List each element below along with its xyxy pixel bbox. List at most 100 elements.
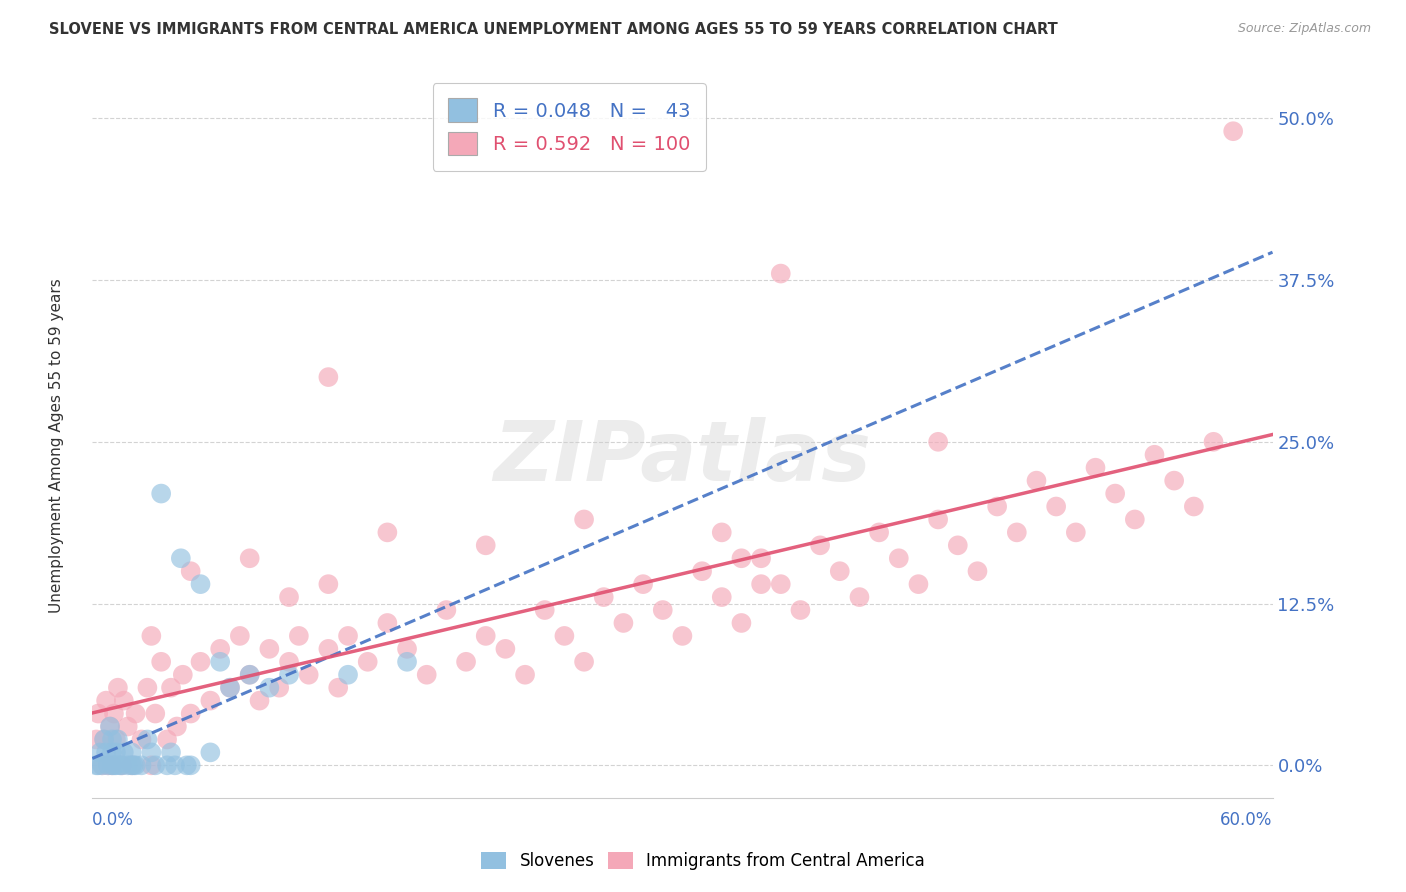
Point [89, 745, 111, 759]
Point [259, 641, 281, 656]
Point [209, 641, 232, 656]
Legend: R = 0.048   N =   43, R = 0.592   N = 100: R = 0.048 N = 43, R = 0.592 N = 100 [433, 83, 706, 171]
Point [190, 577, 212, 591]
Point [93, 732, 115, 747]
Point [1163, 474, 1185, 488]
Point [1025, 474, 1047, 488]
Point [1084, 460, 1107, 475]
Point [117, 719, 139, 733]
Point [690, 564, 713, 578]
Point [1104, 486, 1126, 500]
Point [91, 758, 114, 772]
Point [111, 758, 134, 772]
Point [1045, 500, 1067, 514]
Point [112, 693, 135, 707]
Point [141, 629, 163, 643]
Point [298, 667, 321, 681]
Point [101, 732, 124, 747]
Point [474, 538, 496, 552]
Point [631, 577, 654, 591]
Point [749, 551, 772, 566]
Point [927, 434, 949, 449]
Point [150, 486, 173, 500]
Text: 0.0%: 0.0% [93, 811, 134, 829]
Text: SLOVENE VS IMMIGRANTS FROM CENTRAL AMERICA UNEMPLOYMENT AMONG AGES 55 TO 59 YEAR: SLOVENE VS IMMIGRANTS FROM CENTRAL AMERI… [49, 22, 1057, 37]
Point [156, 758, 179, 772]
Point [209, 655, 232, 669]
Point [172, 667, 194, 681]
Point [84, 732, 107, 747]
Point [121, 745, 143, 759]
Point [337, 629, 360, 643]
Point [219, 681, 242, 695]
Point [651, 603, 673, 617]
Point [966, 564, 988, 578]
Point [328, 681, 350, 695]
Point [190, 655, 212, 669]
Point [97, 758, 120, 772]
Point [769, 267, 792, 281]
Point [87, 758, 110, 772]
Point [927, 512, 949, 526]
Point [160, 745, 183, 759]
Point [278, 655, 301, 669]
Point [87, 706, 110, 721]
Point [117, 758, 139, 772]
Point [136, 681, 159, 695]
Point [104, 758, 127, 772]
Point [163, 758, 186, 772]
Point [474, 629, 496, 643]
Text: 60.0%: 60.0% [1220, 811, 1272, 829]
Point [434, 603, 457, 617]
Point [828, 564, 851, 578]
Point [131, 732, 153, 747]
Point [269, 681, 291, 695]
Point [124, 758, 146, 772]
Point [730, 551, 752, 566]
Point [592, 590, 614, 604]
Point [1143, 448, 1166, 462]
Point [710, 525, 733, 540]
Point [170, 551, 193, 566]
Point [868, 525, 890, 540]
Point [612, 615, 634, 630]
Point [180, 564, 202, 578]
Point [377, 615, 399, 630]
Point [101, 758, 124, 772]
Point [98, 719, 121, 733]
Point [494, 641, 516, 656]
Point [318, 370, 340, 384]
Point [180, 706, 202, 721]
Point [239, 551, 262, 566]
Point [318, 641, 340, 656]
Point [789, 603, 811, 617]
Point [946, 538, 969, 552]
Point [121, 758, 143, 772]
Point [533, 603, 555, 617]
Point [97, 758, 120, 772]
Point [396, 655, 419, 669]
Point [156, 732, 179, 747]
Point [1182, 500, 1205, 514]
Point [749, 577, 772, 591]
Point [1222, 124, 1244, 138]
Point [180, 758, 202, 772]
Point [553, 629, 575, 643]
Point [318, 577, 340, 591]
Point [101, 758, 124, 772]
Point [143, 706, 166, 721]
Point [104, 745, 127, 759]
Point [107, 681, 129, 695]
Point [239, 667, 262, 681]
Point [288, 629, 311, 643]
Point [572, 512, 595, 526]
Point [396, 641, 419, 656]
Point [111, 758, 134, 772]
Point [357, 655, 380, 669]
Point [94, 693, 117, 707]
Point [887, 551, 910, 566]
Point [848, 590, 870, 604]
Point [141, 745, 163, 759]
Point [107, 732, 129, 747]
Text: ZIPatlas: ZIPatlas [494, 417, 872, 498]
